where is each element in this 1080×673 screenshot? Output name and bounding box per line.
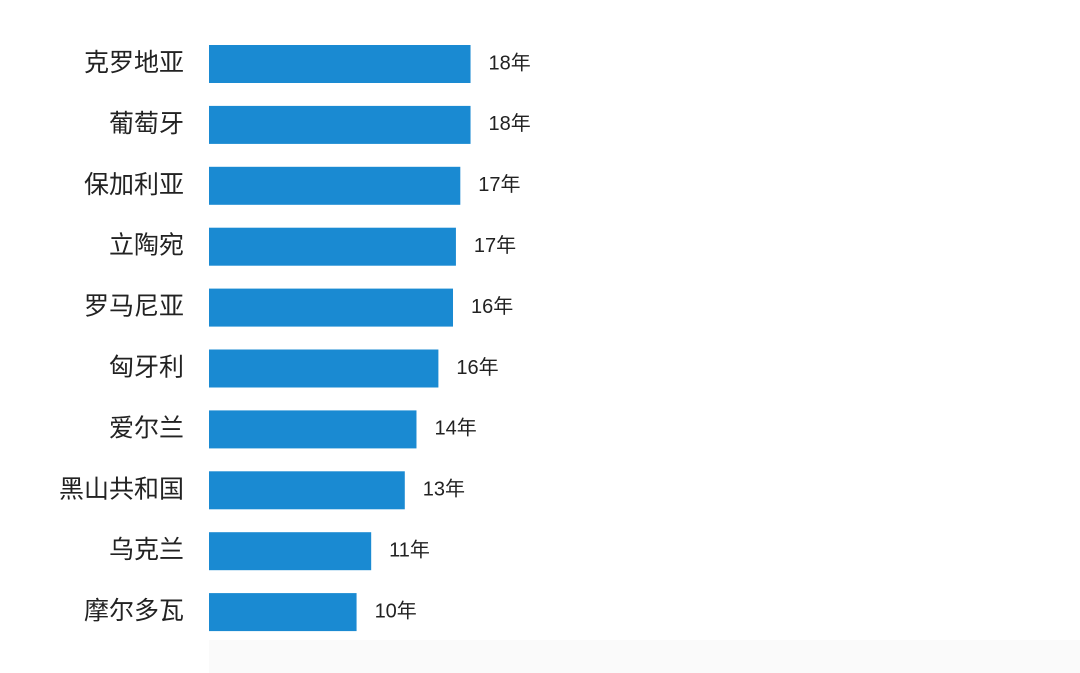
category-label: 匈牙利 — [109, 353, 184, 382]
value-label: 13年 — [423, 478, 465, 501]
category-label: 保加利亚 — [84, 170, 184, 199]
value-label: 16年 — [456, 356, 498, 379]
category-label: 黑山共和国 — [59, 474, 184, 503]
category-label: 乌克兰 — [109, 535, 184, 564]
value-label: 17年 — [478, 173, 520, 196]
value-label: 18年 — [489, 112, 531, 135]
bar — [209, 45, 471, 83]
bar — [209, 410, 417, 449]
value-label: 10年 — [375, 599, 417, 622]
bar — [209, 349, 439, 388]
value-label: 16年 — [471, 295, 513, 318]
category-label: 罗马尼亚 — [84, 292, 184, 321]
bar — [209, 288, 454, 327]
background-strip — [209, 640, 1080, 673]
value-label: 14年 — [434, 417, 476, 440]
bar — [209, 593, 357, 632]
value-label: 17年 — [474, 234, 516, 257]
category-label: 克罗地亚 — [84, 48, 184, 77]
value-label: 11年 — [389, 538, 430, 561]
category-label: 爱尔兰 — [109, 413, 184, 442]
bar — [209, 105, 471, 144]
category-label: 葡萄牙 — [109, 109, 184, 138]
bar — [209, 166, 461, 205]
bar — [209, 227, 456, 266]
category-label: 立陶宛 — [109, 231, 184, 260]
category-label: 摩尔多瓦 — [84, 596, 184, 625]
value-label: 18年 — [489, 51, 531, 74]
bar — [209, 471, 405, 510]
bar — [209, 532, 372, 571]
